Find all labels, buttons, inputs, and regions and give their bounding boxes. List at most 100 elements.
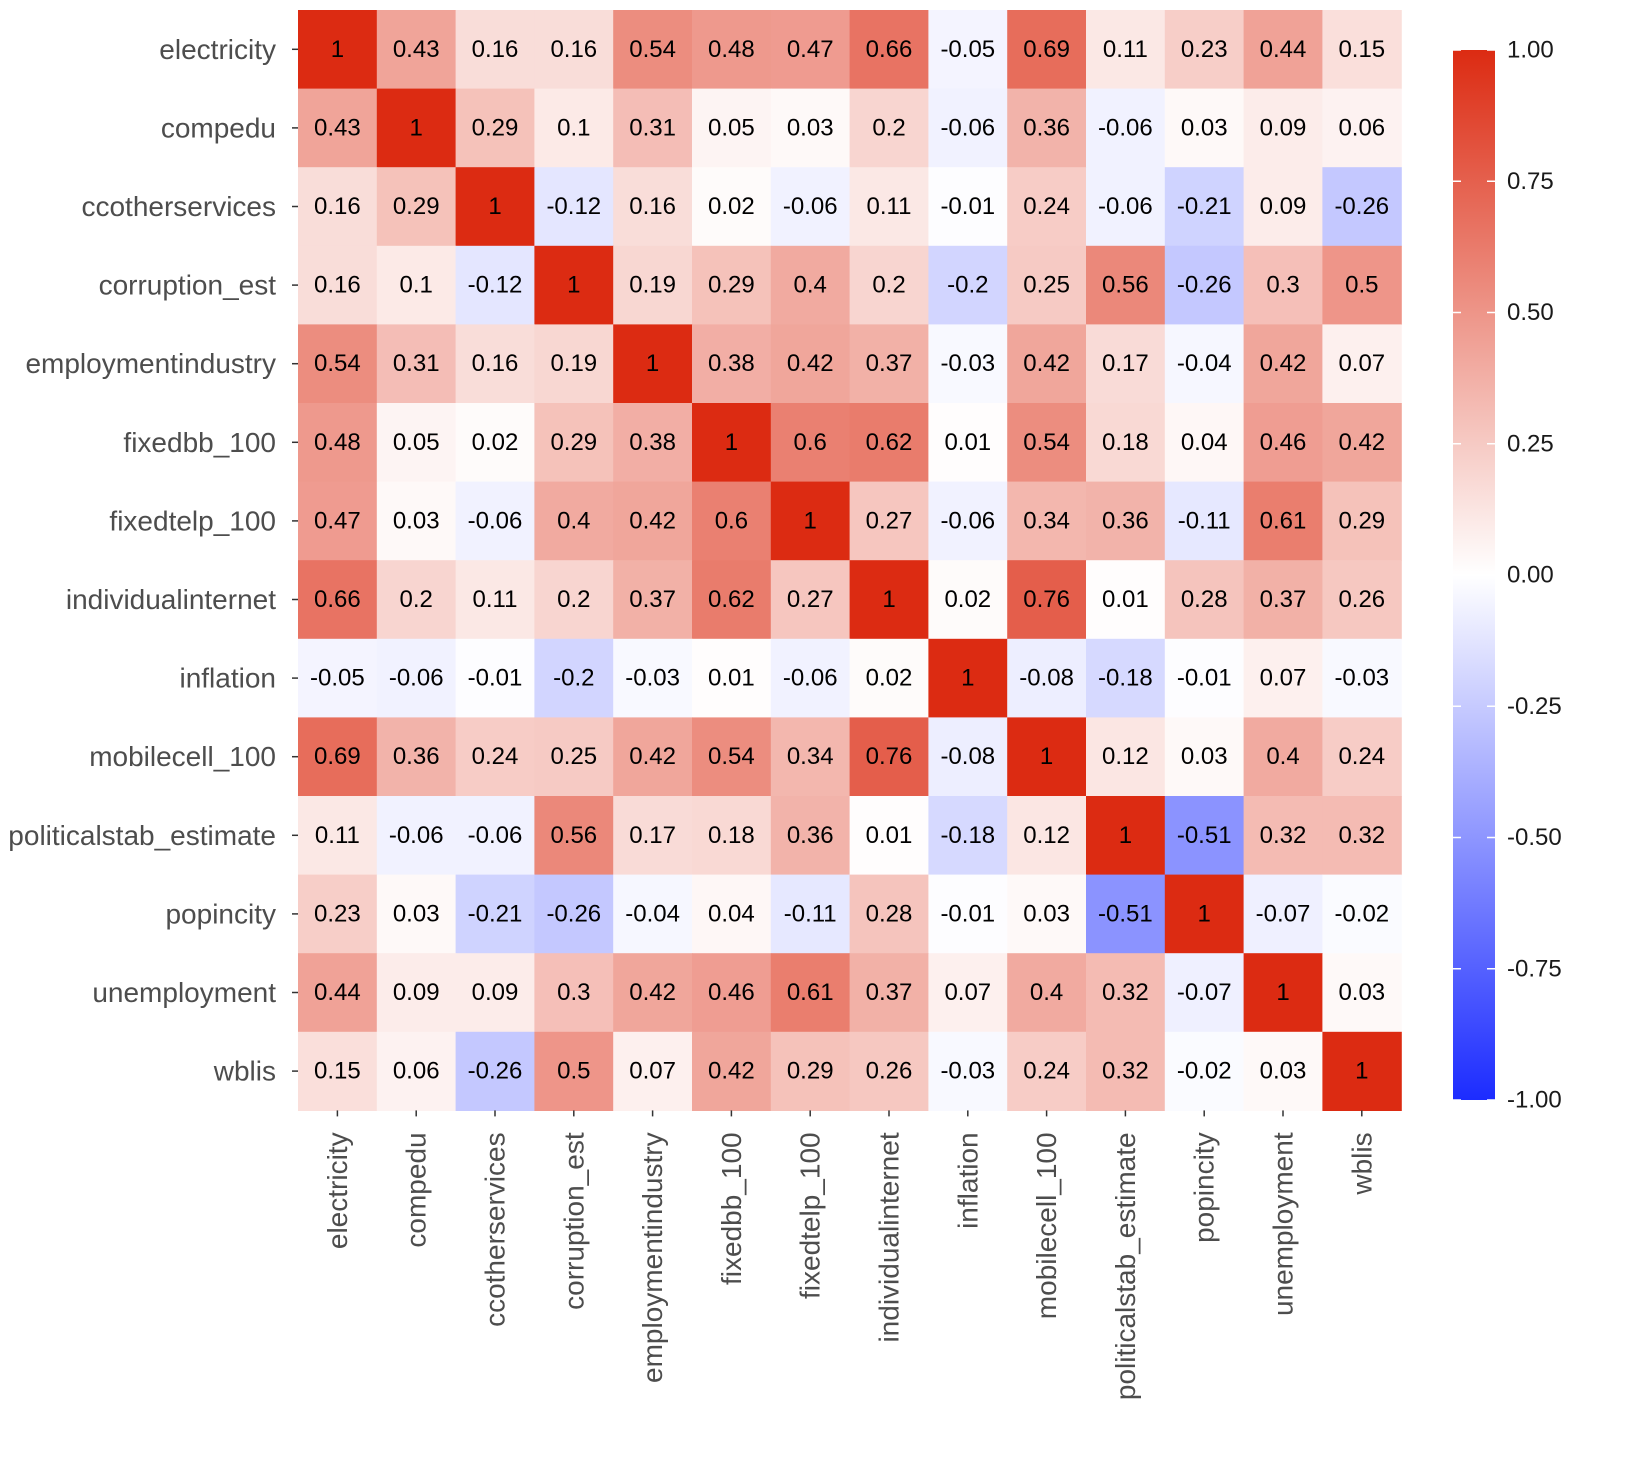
cell-value-label: 0.34 <box>787 743 834 770</box>
cell-value-label: 0.47 <box>314 507 361 534</box>
cell-value-label: 0.1 <box>400 272 433 299</box>
cell-value-label: 0.09 <box>1260 114 1307 141</box>
heatmap-cell <box>1007 245 1087 325</box>
cell-value-label: -0.01 <box>468 665 523 692</box>
cell-value-label: 0.01 <box>944 429 991 456</box>
heatmap-cell <box>1007 324 1087 404</box>
heatmap-cell <box>1322 874 1402 954</box>
heatmap-cell <box>1164 324 1245 404</box>
heatmap-cell <box>928 481 1008 561</box>
cell-value-label: 0.69 <box>1023 36 1070 63</box>
heatmap-cell <box>298 88 378 168</box>
cell-value-label: 0.11 <box>315 822 360 849</box>
cell-value-label: 0.03 <box>1181 114 1228 141</box>
heatmap-cell <box>376 403 457 483</box>
heatmap-cell <box>455 88 535 168</box>
cell-value-label: -0.01 <box>940 900 995 927</box>
cell-value-label: -0.06 <box>940 507 995 534</box>
row-label: employmentindustry <box>25 348 276 379</box>
row-label: wblis <box>213 1056 276 1087</box>
heatmap-cell <box>1086 88 1166 168</box>
heatmap-cell <box>1243 167 1323 247</box>
cell-value-label: 0.05 <box>393 429 440 456</box>
heatmap-cell <box>376 167 457 247</box>
heatmap-cell <box>1086 1031 1166 1111</box>
cell-value-label: 0.03 <box>787 114 834 141</box>
column-label: compedu <box>401 1132 432 1247</box>
cell-value-label: 0.38 <box>708 350 755 377</box>
cell-value-label: 0.42 <box>629 507 676 534</box>
cell-value-label: -0.06 <box>1098 193 1153 220</box>
cell-value-label: 0.16 <box>472 350 519 377</box>
cell-value-label: 0.28 <box>1181 586 1228 613</box>
cell-value-label: -0.07 <box>1256 900 1311 927</box>
heatmap-cell <box>1086 717 1166 797</box>
heatmap-cell <box>849 10 929 90</box>
row-label: inflation <box>179 663 276 694</box>
heatmap-cell <box>770 638 851 718</box>
cell-value-label: 0.76 <box>1023 586 1070 613</box>
heatmap-cell <box>928 796 1008 876</box>
cell-value-label: 0.29 <box>708 272 755 299</box>
heatmap-cell <box>1322 481 1402 561</box>
heatmap-cell <box>1086 638 1166 718</box>
cell-value-label: 0.09 <box>393 979 440 1006</box>
heatmap-cell <box>613 953 693 1033</box>
cell-value-label: 0.18 <box>1102 429 1149 456</box>
cell-value-label: 0.29 <box>550 429 597 456</box>
cell-value-label: 0.76 <box>866 743 913 770</box>
heatmap-cell <box>849 796 929 876</box>
cell-value-label: 0.02 <box>708 193 755 220</box>
heatmap-cell <box>692 481 772 561</box>
heatmap-cell <box>1243 796 1323 876</box>
cell-value-label: -0.01 <box>940 193 995 220</box>
heatmap-cell <box>1007 1031 1087 1111</box>
heatmap-cell <box>692 403 772 483</box>
cell-value-label: 0.29 <box>1338 507 1385 534</box>
cell-value-label: 0.15 <box>1338 36 1385 63</box>
heatmap-cell <box>534 953 614 1033</box>
cell-value-label: 0.19 <box>629 272 676 299</box>
cell-value-label: 0.62 <box>866 429 913 456</box>
heatmap-cell <box>298 245 378 325</box>
heatmap-cell <box>770 953 851 1033</box>
heatmap-cell <box>1164 953 1245 1033</box>
heatmap-cell <box>849 245 929 325</box>
heatmap-cell <box>692 638 772 718</box>
heatmap-cell <box>1243 403 1323 483</box>
heatmap-cell <box>1086 953 1166 1033</box>
heatmap-cell <box>455 638 535 718</box>
heatmap-cell <box>770 10 851 90</box>
cell-value-label: 0.26 <box>866 1058 913 1085</box>
heatmap-cell <box>1322 638 1402 718</box>
cell-value-label: 0.02 <box>866 665 913 692</box>
cell-value-label: 0.16 <box>550 36 597 63</box>
cell-value-label: -0.04 <box>625 900 680 927</box>
heatmap-cell <box>1007 560 1087 640</box>
heatmap-cell <box>770 324 851 404</box>
cell-value-label: 0.6 <box>794 429 827 456</box>
heatmap-cell <box>928 167 1008 247</box>
heatmap-cell <box>1086 245 1166 325</box>
heatmap-cell <box>534 560 614 640</box>
cell-value-labels: 1 0.43 0.16 0.16 0.54 0.48 0.47 0.66 -0.05 0.69 0.… <box>310 36 1389 1085</box>
heatmap-cell <box>1243 1031 1323 1111</box>
heatmap-cell <box>770 167 851 247</box>
heatmap-cell <box>1164 717 1245 797</box>
cell-value-label: 0.4 <box>1266 743 1299 770</box>
heatmap-cell <box>376 245 457 325</box>
heatmap-cell <box>455 953 535 1033</box>
heatmap-cell <box>692 1031 772 1111</box>
heatmap-cell <box>376 796 457 876</box>
heatmap-cell <box>613 638 693 718</box>
legend-tick-label: -0.25 <box>1507 693 1562 720</box>
heatmap-cell <box>455 560 535 640</box>
column-label: unemployment <box>1268 1132 1299 1316</box>
cell-value-label: 1 <box>725 429 738 456</box>
row-label: popincity <box>165 898 276 929</box>
heatmap-cell <box>692 88 772 168</box>
cell-value-label: 0.11 <box>1103 36 1148 63</box>
cell-value-label: 0.48 <box>708 36 755 63</box>
cell-value-label: 0.31 <box>393 350 440 377</box>
